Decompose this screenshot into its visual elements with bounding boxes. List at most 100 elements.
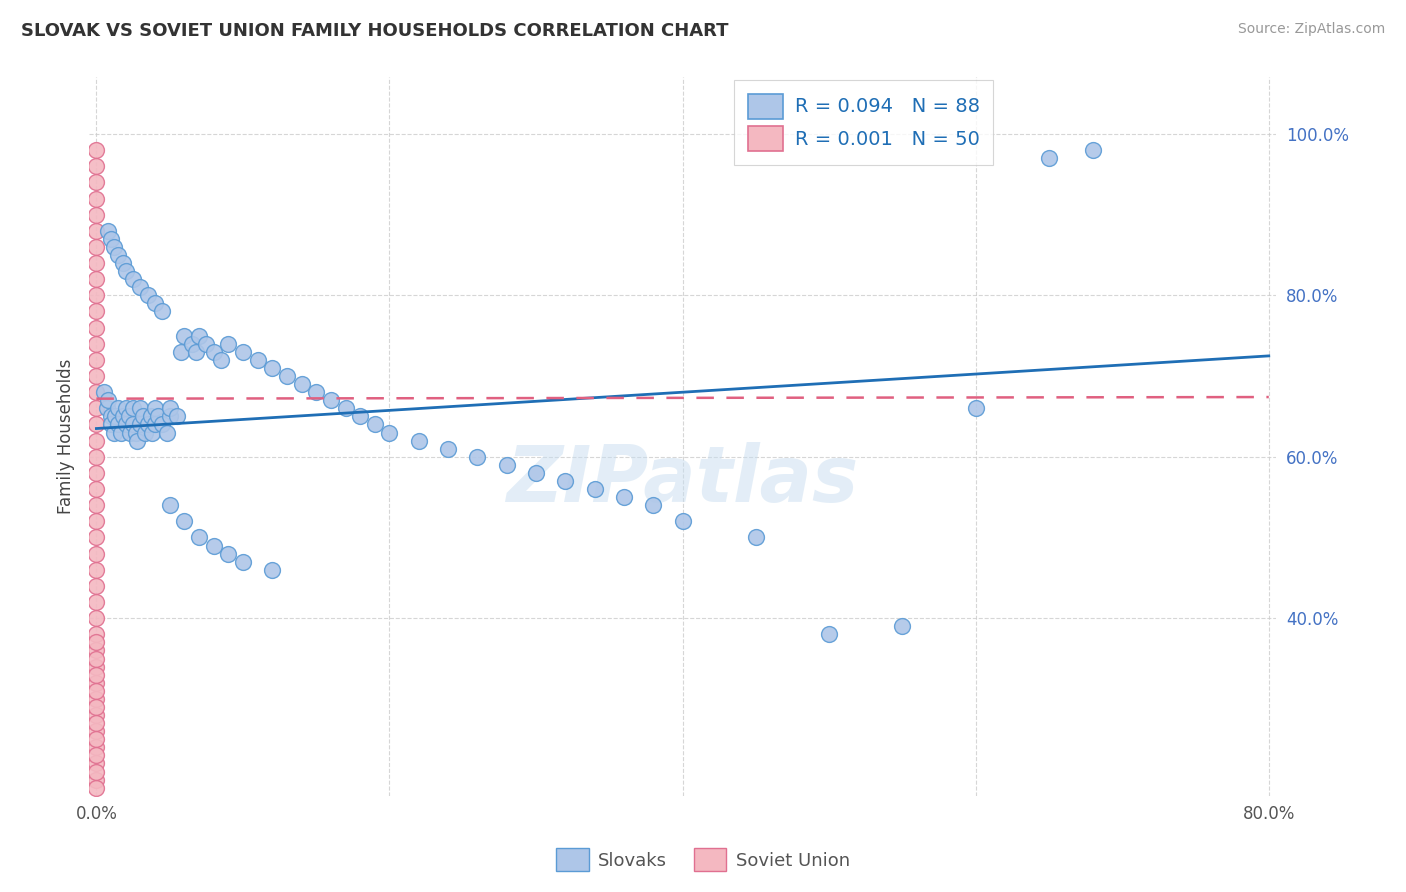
Point [173, 514, 195, 528]
Point [86, 563, 108, 577]
Point [156, 425, 179, 440]
Point [86, 643, 108, 657]
Point [262, 361, 284, 376]
Point [107, 248, 129, 262]
Point [643, 498, 665, 512]
Point [100, 409, 122, 424]
Point [86, 700, 108, 714]
Point [180, 336, 202, 351]
Point [86, 320, 108, 334]
Point [143, 401, 166, 416]
Point [122, 401, 145, 416]
Point [86, 772, 108, 787]
Point [86, 659, 108, 673]
Point [141, 425, 163, 440]
Point [125, 425, 148, 440]
Point [159, 401, 181, 416]
Point [965, 401, 987, 416]
Point [104, 409, 127, 424]
Point [195, 336, 218, 351]
Point [86, 716, 108, 731]
Point [132, 409, 155, 424]
Text: Source: ZipAtlas.com: Source: ZipAtlas.com [1237, 22, 1385, 37]
Point [110, 425, 132, 440]
Point [111, 409, 134, 424]
Point [554, 474, 576, 488]
Point [86, 667, 108, 681]
Point [100, 417, 122, 432]
Legend: Slovaks, Soviet Union: Slovaks, Soviet Union [550, 841, 856, 879]
Point [86, 224, 108, 238]
Point [408, 434, 430, 448]
Point [305, 385, 328, 400]
Point [159, 409, 181, 424]
Point [188, 328, 211, 343]
Point [120, 425, 142, 440]
Point [232, 555, 254, 569]
Point [86, 675, 108, 690]
Point [86, 288, 108, 302]
Point [86, 385, 108, 400]
Point [86, 748, 108, 763]
Point [166, 409, 188, 424]
Point [134, 425, 156, 440]
Point [86, 143, 108, 157]
Point [437, 442, 460, 456]
Point [86, 401, 108, 416]
Point [86, 482, 108, 496]
Point [100, 232, 122, 246]
Point [107, 417, 129, 432]
Point [86, 336, 108, 351]
Point [891, 619, 914, 633]
Text: SLOVAK VS SOVIET UNION FAMILY HOUSEHOLDS CORRELATION CHART: SLOVAK VS SOVIET UNION FAMILY HOUSEHOLDS… [21, 22, 728, 40]
Point [86, 595, 108, 609]
Point [86, 450, 108, 464]
Point [86, 724, 108, 739]
Point [246, 353, 269, 368]
Point [150, 304, 173, 318]
Point [378, 425, 401, 440]
Point [86, 531, 108, 545]
Point [114, 417, 136, 432]
Point [86, 651, 108, 665]
Point [86, 692, 108, 706]
Point [111, 256, 134, 270]
Point [86, 159, 108, 173]
Point [818, 627, 841, 641]
Point [217, 547, 239, 561]
Point [159, 498, 181, 512]
Point [103, 240, 125, 254]
Point [86, 514, 108, 528]
Point [170, 344, 193, 359]
Point [613, 490, 636, 504]
Point [671, 514, 693, 528]
Point [136, 417, 159, 432]
Y-axis label: Family Households: Family Households [58, 359, 75, 515]
Point [290, 377, 312, 392]
Point [86, 683, 108, 698]
Point [129, 417, 152, 432]
Point [184, 344, 207, 359]
Point [86, 272, 108, 286]
Point [173, 328, 195, 343]
Point [117, 409, 139, 424]
Point [467, 450, 489, 464]
Point [143, 296, 166, 310]
Legend: R = 0.094   N = 88, R = 0.001   N = 50: R = 0.094 N = 88, R = 0.001 N = 50 [734, 80, 994, 165]
Point [86, 627, 108, 641]
Point [86, 780, 108, 795]
Point [745, 531, 768, 545]
Point [86, 192, 108, 206]
Point [86, 635, 108, 649]
Text: ZIPatlas: ZIPatlas [506, 442, 859, 517]
Point [86, 498, 108, 512]
Point [86, 417, 108, 432]
Point [202, 344, 225, 359]
Point [217, 336, 239, 351]
Point [146, 409, 169, 424]
Point [97, 393, 120, 408]
Point [143, 417, 166, 432]
Point [129, 401, 152, 416]
Point [122, 417, 145, 432]
Point [86, 466, 108, 480]
